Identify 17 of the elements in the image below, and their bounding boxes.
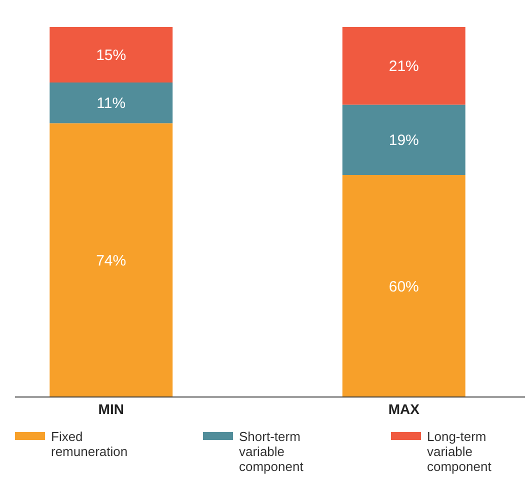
legend-label: Long-term variable component (427, 429, 492, 474)
data-label: 60% (388, 278, 419, 296)
data-label: 15% (96, 47, 126, 64)
x-tick-label: MIN (98, 401, 124, 417)
x-tick-label: MAX (388, 401, 420, 417)
bar (342, 104, 466, 175)
data-label: 21% (388, 58, 419, 76)
legend-label: Fixed remuneration (51, 429, 128, 459)
bar (342, 27, 466, 105)
legend-label: Short-term variable component (239, 429, 304, 474)
data-label: 74% (96, 252, 126, 270)
data-label: 19% (388, 132, 419, 150)
bar (50, 123, 173, 397)
bar (342, 175, 466, 397)
bar (50, 27, 173, 82)
bar (50, 82, 173, 124)
data-label: 11% (96, 95, 126, 112)
